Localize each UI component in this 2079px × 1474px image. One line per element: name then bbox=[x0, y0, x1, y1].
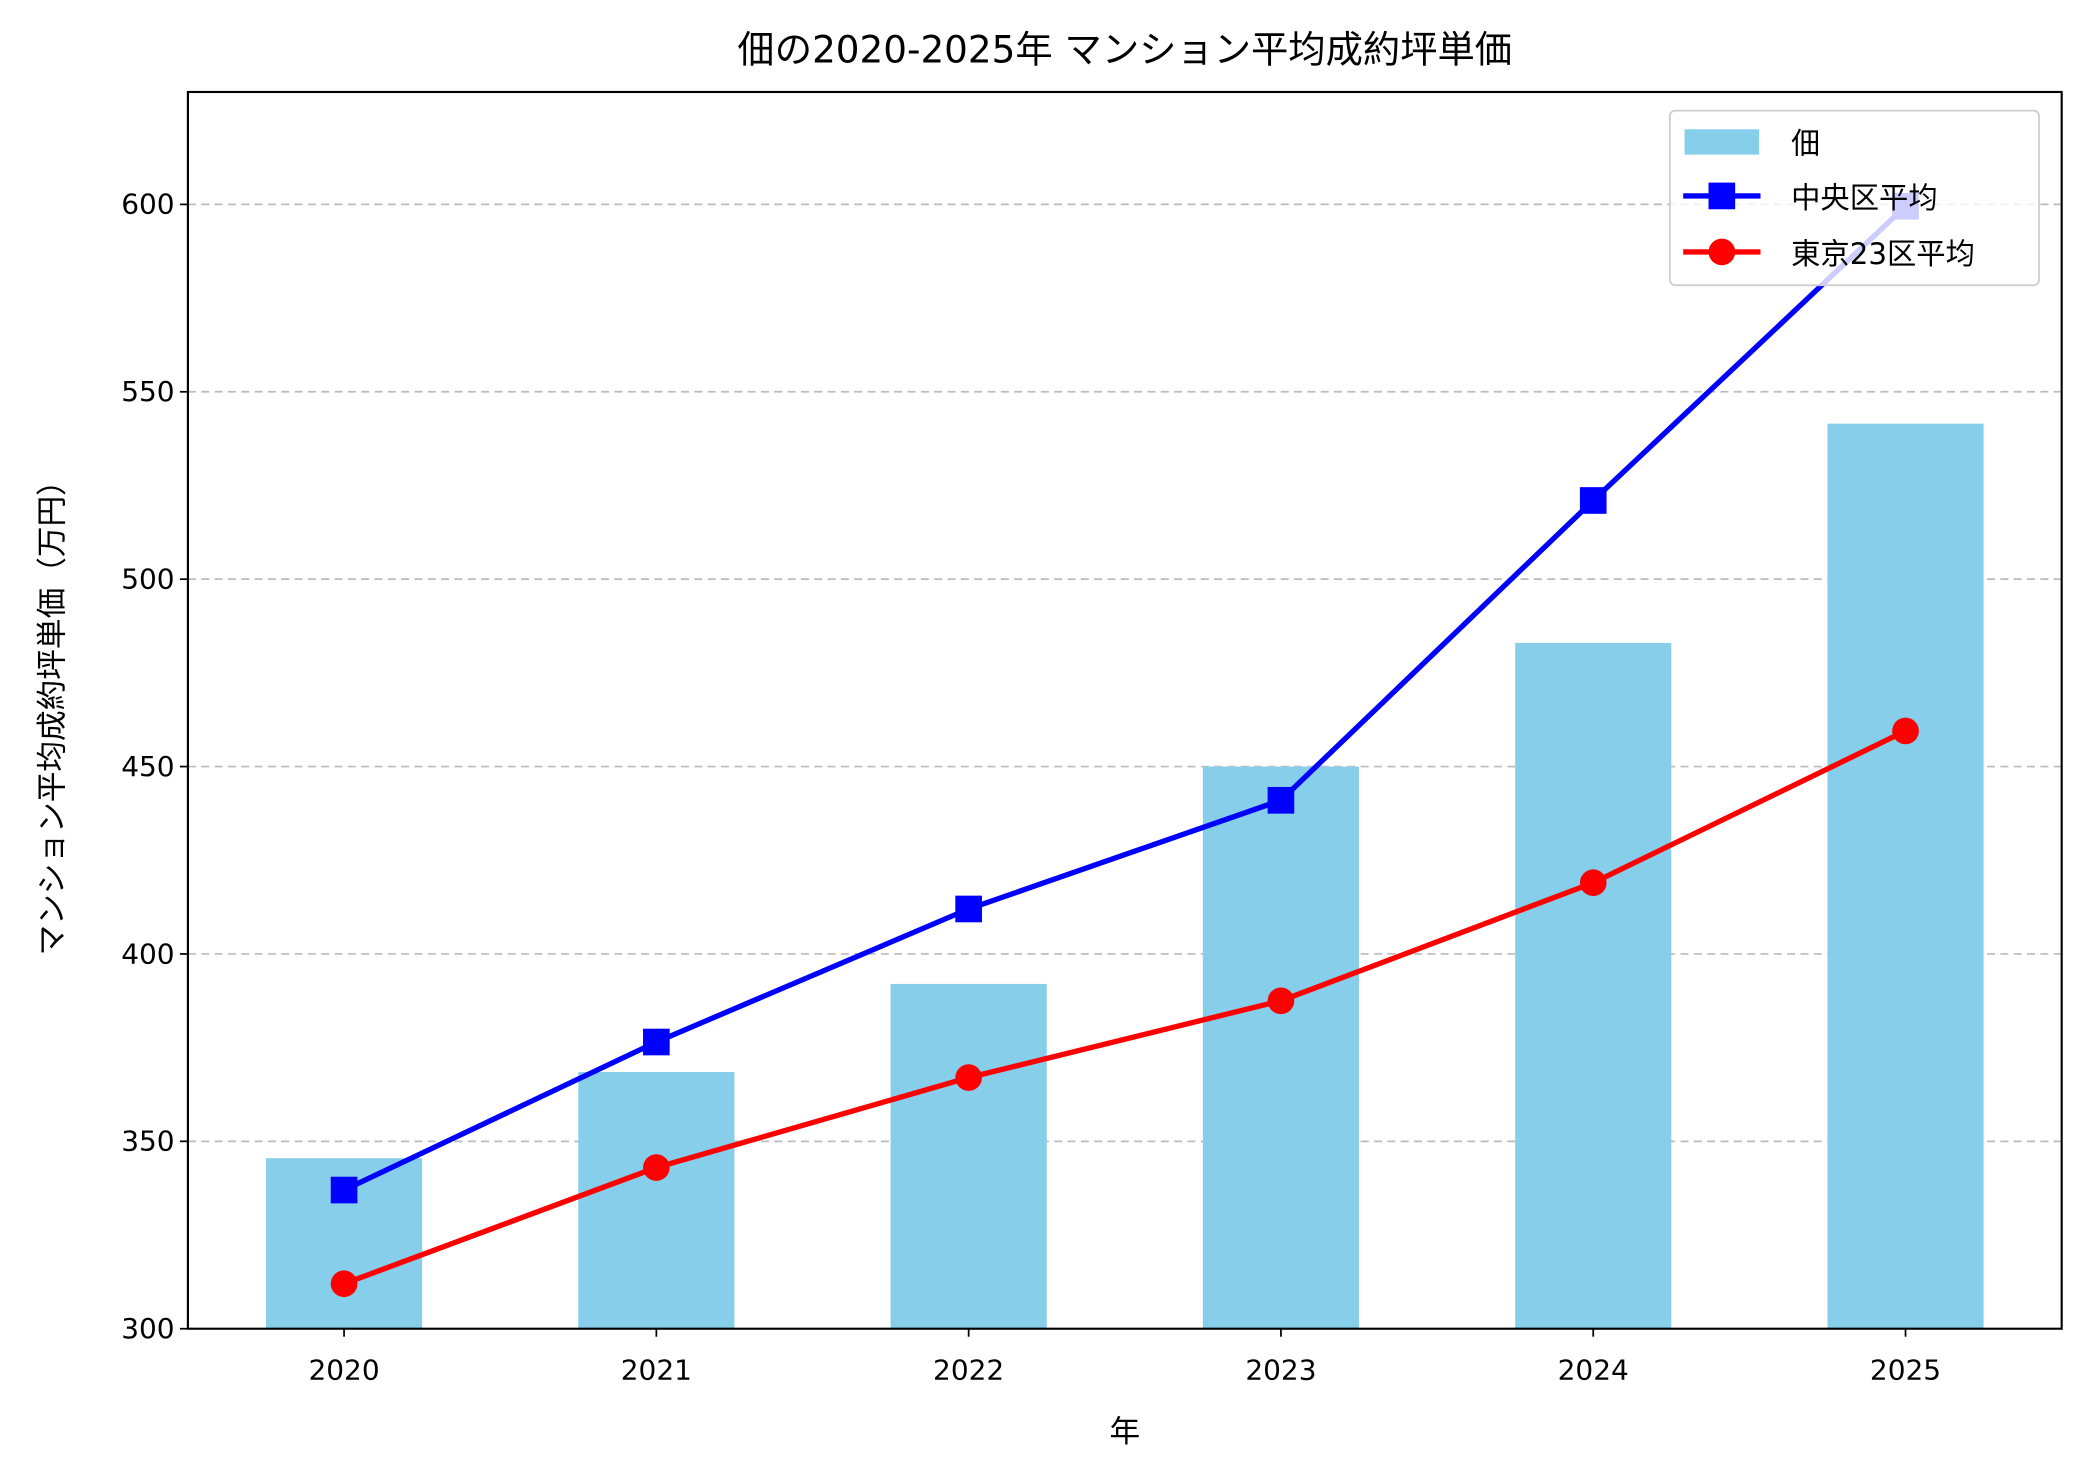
y-axis-label: マンション平均成約坪単価（万円） bbox=[36, 465, 71, 955]
point-circle-2020 bbox=[330, 1270, 358, 1298]
y-tick-label: 600 bbox=[121, 188, 174, 221]
y-tick-label: 450 bbox=[121, 750, 174, 783]
x-tick-label: 2022 bbox=[933, 1353, 1004, 1386]
legend-marker-square bbox=[1708, 182, 1736, 210]
x-axis-label: 年 bbox=[1109, 1415, 1140, 1450]
x-tick-label: 2023 bbox=[1245, 1353, 1316, 1386]
legend-swatch-bar bbox=[1684, 129, 1760, 155]
plot-frame bbox=[186, 90, 2063, 1330]
bar-2024 bbox=[1515, 642, 1672, 1329]
x-tick-label: 2020 bbox=[308, 1353, 379, 1386]
x-tick-label: 2021 bbox=[621, 1353, 692, 1386]
point-square-2024 bbox=[1579, 487, 1607, 514]
legend-label-0: 佃 bbox=[1791, 126, 1820, 160]
point-square-2022 bbox=[955, 895, 982, 923]
chart-title: 佃の2020-2025年 マンション平均成約坪単価 bbox=[737, 28, 1512, 72]
point-circle-2023 bbox=[1267, 987, 1295, 1015]
y-tick-label: 300 bbox=[121, 1312, 174, 1345]
grid-lines bbox=[187, 203, 2062, 1143]
bar-2025 bbox=[1827, 423, 1984, 1329]
x-tick-label: 2025 bbox=[1870, 1353, 1941, 1386]
point-circle-2024 bbox=[1579, 869, 1607, 897]
lines bbox=[330, 192, 1919, 1298]
point-square-2023 bbox=[1267, 786, 1295, 814]
bar-2021 bbox=[578, 1071, 735, 1329]
line-series-2 bbox=[343, 728, 1907, 1287]
x-axis: 2020 2021 2022 2023 2024 2025 bbox=[308, 1328, 1941, 1386]
y-tick-label: 400 bbox=[121, 937, 174, 970]
x-tick-label: 2024 bbox=[1558, 1353, 1629, 1386]
legend-label-1: 中央区平均 bbox=[1791, 181, 1937, 215]
legend-marker-circle bbox=[1708, 238, 1736, 266]
bars bbox=[265, 423, 1984, 1329]
y-tick-label: 550 bbox=[121, 375, 174, 408]
point-square-2020 bbox=[330, 1176, 358, 1204]
bar-2022 bbox=[890, 983, 1047, 1329]
y-tick-label: 500 bbox=[121, 563, 174, 596]
point-square-2021 bbox=[643, 1028, 670, 1056]
line-series-1 bbox=[342, 204, 1908, 1193]
y-axis: 300 350 400 450 500 550 600 bbox=[121, 188, 188, 1345]
y-tick-label: 350 bbox=[121, 1125, 174, 1158]
point-circle-2022 bbox=[955, 1064, 982, 1091]
point-circle-2025 bbox=[1892, 717, 1919, 745]
legend-label-2: 東京23区平均 bbox=[1791, 237, 1975, 271]
bar-2023 bbox=[1202, 766, 1360, 1329]
point-circle-2021 bbox=[643, 1154, 670, 1181]
legend: 佃 中央区平均 東京23区平均 bbox=[1668, 109, 2040, 287]
